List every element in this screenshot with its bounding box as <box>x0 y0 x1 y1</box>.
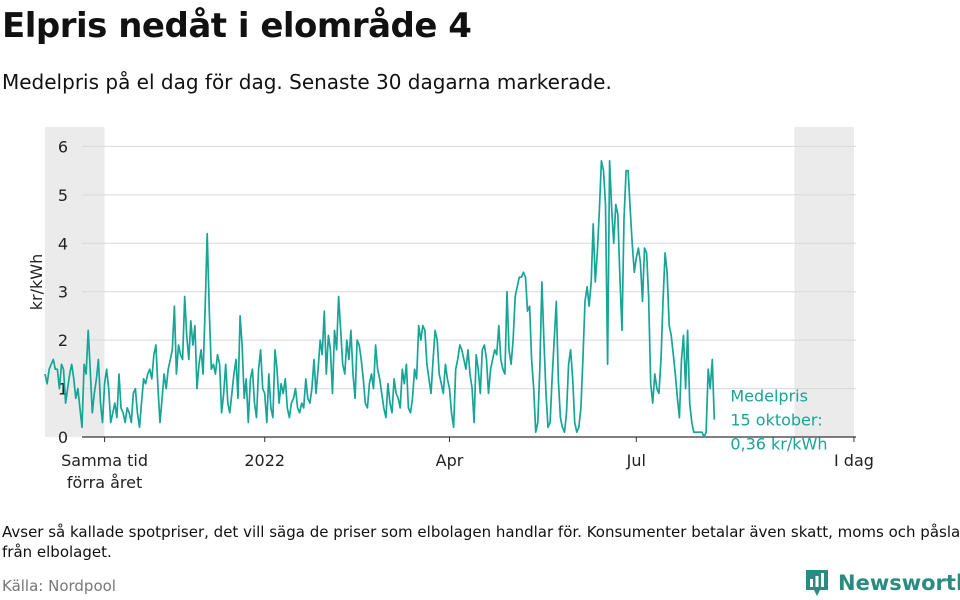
chart-subtitle: Medelpris på el dag för dag. Senaste 30 … <box>2 70 612 94</box>
source-label: Källa: Nordpool <box>2 577 116 595</box>
y-tick-label: 3 <box>58 283 68 302</box>
x-tick-label: I dag <box>834 451 874 470</box>
x-tick-label: Apr <box>436 451 464 470</box>
y-tick-label: 2 <box>58 331 68 350</box>
chart-title: Elpris nedåt i elområde 4 <box>2 6 472 46</box>
x-tick-label: 2022 <box>244 451 285 470</box>
y-tick-label: 6 <box>58 137 68 156</box>
x-tick-label: Samma tid förra året <box>61 451 148 492</box>
price-line-chart: 0 1 2 3 4 5 6 Samma tid förra året 2022 Apr Jul I da… <box>27 127 874 492</box>
newsworthy-logo[interactable]: Newsworthy <box>804 568 960 598</box>
price-series-line <box>44 160 716 438</box>
y-tick-label: 4 <box>58 234 68 253</box>
y-axis-label: kr/kWh <box>27 254 46 310</box>
price-annotation: Medelpris 15 oktober: 0,36 kr/kWh <box>730 387 827 454</box>
y-tick-label: 1 <box>58 380 68 399</box>
newsworthy-logo-icon <box>806 570 828 596</box>
highlight-period <box>794 127 854 437</box>
x-tick-label: Jul <box>626 451 646 470</box>
y-tick-label: 0 <box>58 428 68 447</box>
footnote: Avser så kallade spotpriser, det vill sä… <box>2 523 960 561</box>
y-tick-label: 5 <box>58 186 68 205</box>
logo-text: Newsworthy <box>838 571 960 595</box>
